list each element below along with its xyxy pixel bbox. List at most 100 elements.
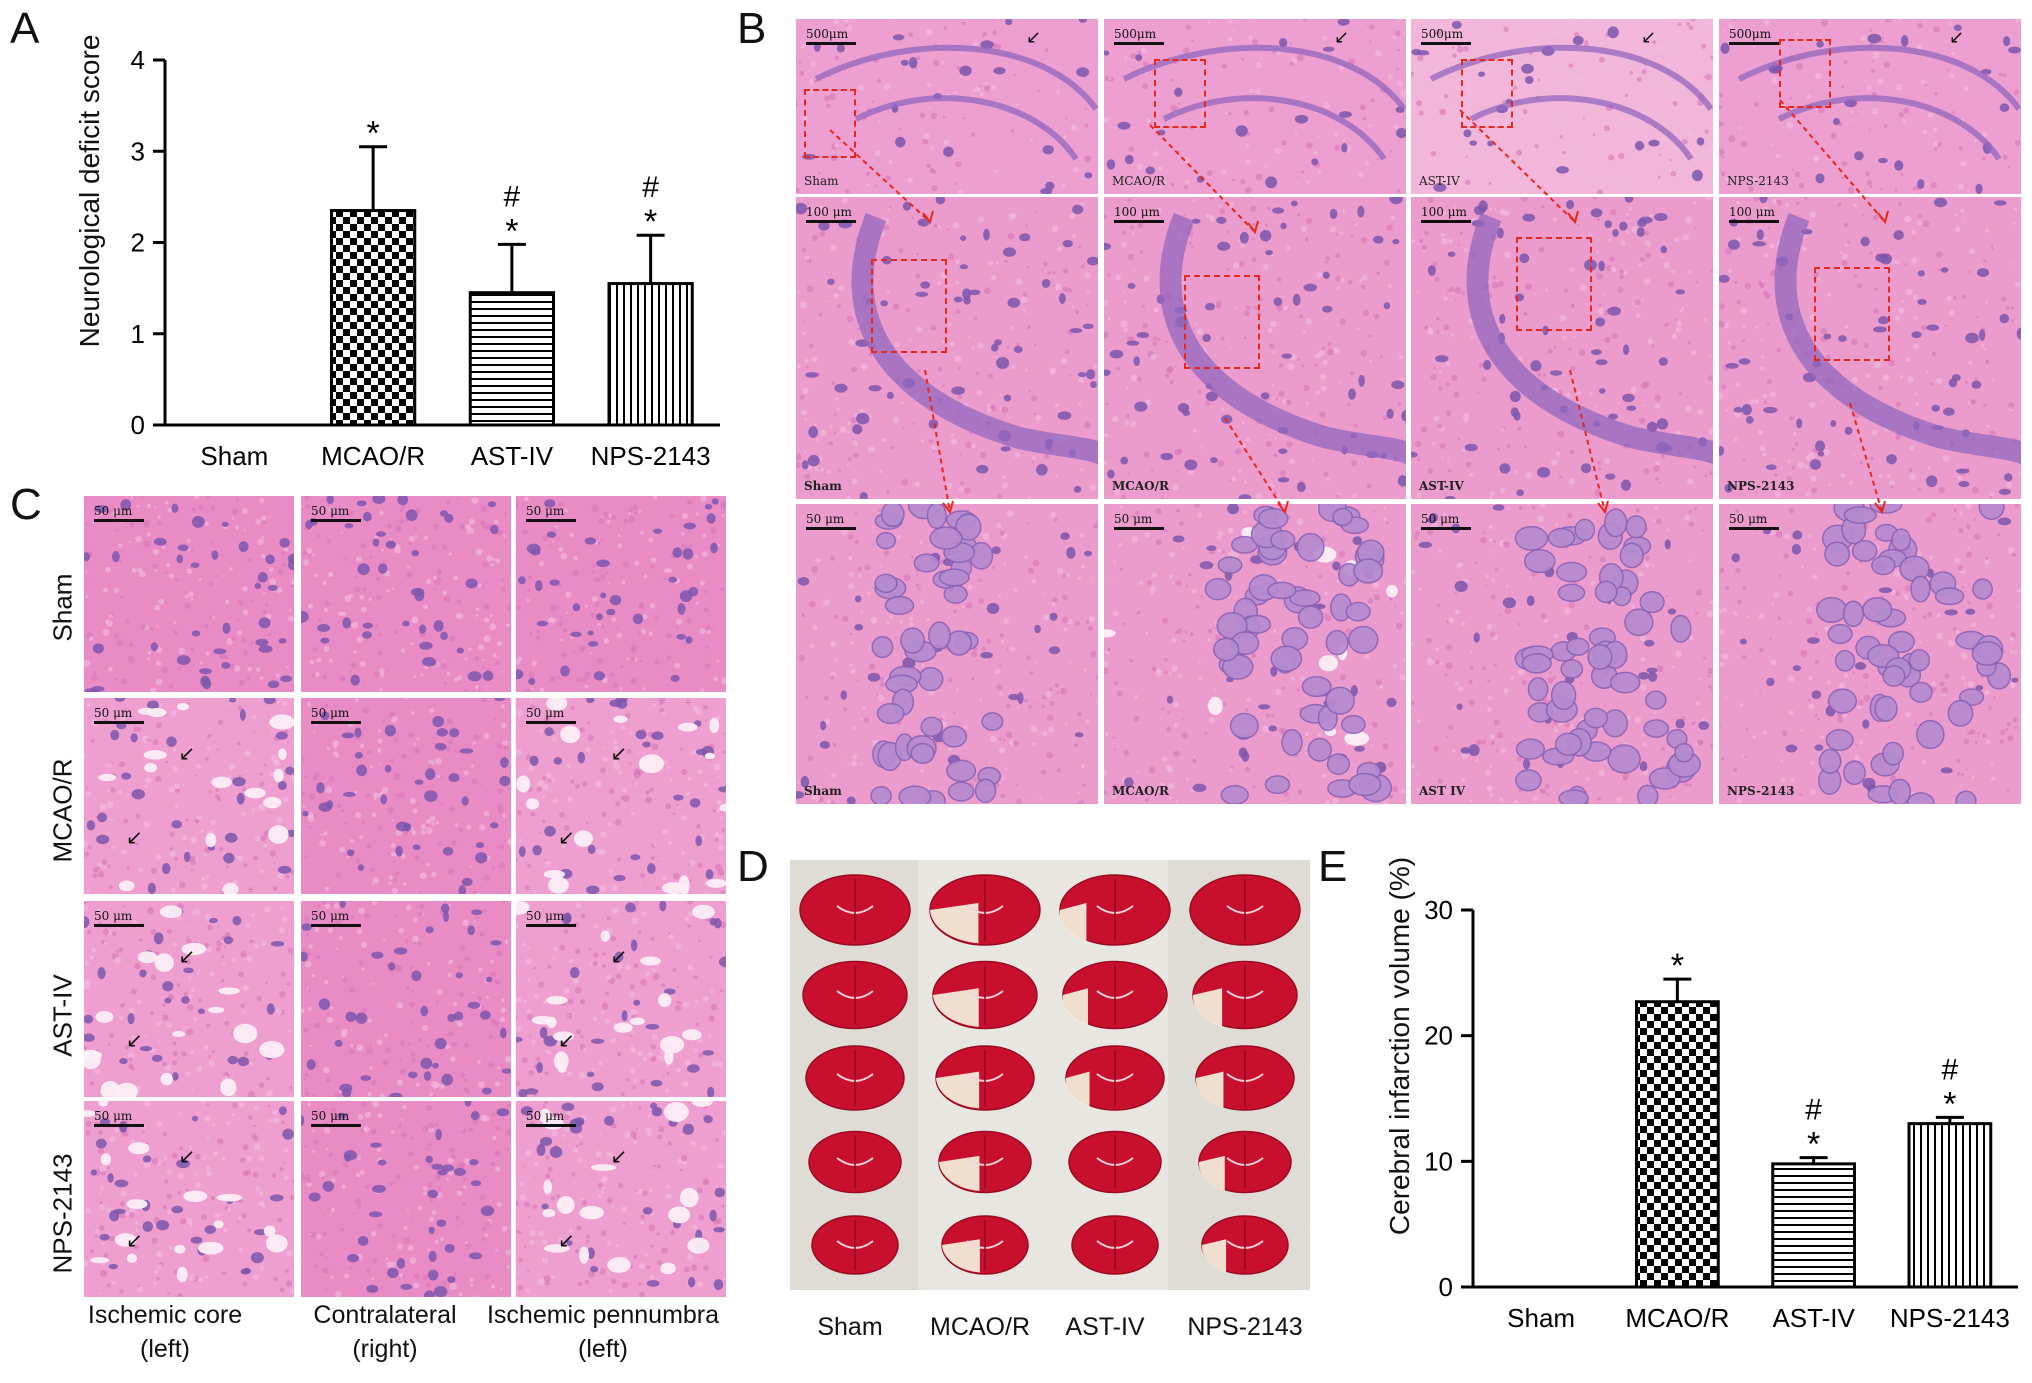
brain-slice-c4-r2 <box>1192 960 1298 1030</box>
panel-c-tile-r1-c2: 50 μm <box>300 495 512 693</box>
brain-slice-c2-r2 <box>932 960 1038 1030</box>
scale-bar-line <box>94 924 144 927</box>
brain-slice-c3-r4 <box>1068 1130 1162 1194</box>
scale-bar-line <box>311 519 361 522</box>
scale-bar-label: 50 μm <box>526 909 565 923</box>
panel-c-tile-r1-c3: 50 μm <box>515 495 727 693</box>
brain-slice-c4-r1 <box>1189 874 1301 946</box>
panel-b-tile-r2-c3: 100 μm AST-IV <box>1410 196 1714 500</box>
x-tick-label: MCAO/R <box>321 441 425 471</box>
zoom-region-box <box>1814 267 1890 361</box>
scale-bar-label: 500μm <box>1114 27 1157 41</box>
significance-hash: # <box>642 171 659 204</box>
significance-star: * <box>644 203 657 241</box>
scale-bar-line <box>1729 220 1779 223</box>
zoom-region-box <box>1184 275 1260 369</box>
panel-b-tile-r3-c4: 50 μm NPS-2143 <box>1718 503 2022 805</box>
pointer-arrow-icon: ↙ <box>126 1030 143 1053</box>
tile-group-label: Sham <box>804 479 842 493</box>
panel-c-col-label-contralateral: Contralateral (right) <box>313 1301 457 1363</box>
scale-bar: 50 μm <box>311 1109 361 1127</box>
scale-bar-label: 50 μm <box>1114 512 1153 526</box>
scale-bar: 50 μm <box>1421 512 1471 530</box>
panel-c-tile-r3-c3: 50 μm ↙ ↙ <box>515 900 727 1098</box>
scale-bar: 50 μm <box>1114 512 1164 530</box>
y-tick-label: 0 <box>1439 1272 1453 1302</box>
scale-bar-line <box>311 924 361 927</box>
brain-slice-c2-r1 <box>929 874 1041 946</box>
scale-bar-label: 100 μm <box>806 205 852 219</box>
scale-bar: 100 μm <box>806 205 856 223</box>
pointer-arrow-icon: ↙ <box>558 1030 575 1053</box>
tile-group-label: NPS-2143 <box>1727 479 1795 493</box>
scale-bar: 100 μm <box>1729 205 1779 223</box>
brain-slice-c4-r5 <box>1201 1215 1289 1275</box>
tile-group-label: NPS-2143 <box>1727 174 1789 188</box>
panel-b-tile-r2-c2: 100 μm MCAO/R <box>1103 196 1407 500</box>
panel-b-tile-r1-c3: 500μm AST-IV ↙ <box>1410 18 1714 195</box>
zoom-region-box <box>1461 59 1513 128</box>
brain-slice-c4-r3 <box>1195 1045 1295 1111</box>
panel-letter-b: B <box>737 4 767 53</box>
panel-d-col-label-nps2143: NPS-2143 <box>1187 1313 1303 1341</box>
scale-bar-line <box>526 924 576 927</box>
scale-bar-label: 50 μm <box>526 504 565 518</box>
scale-bar-label: 50 μm <box>311 706 350 720</box>
significance-star: * <box>505 212 518 250</box>
significance-hash: # <box>1805 1094 1822 1127</box>
pointer-arrow-icon: ↙ <box>1641 27 1657 47</box>
panel-c-row-label-nps2143: NPS-2143 <box>47 1153 78 1274</box>
panel-d-ttc-photo <box>790 860 1310 1290</box>
scale-bar: 50 μm <box>526 909 576 927</box>
y-tick-label: 30 <box>1424 895 1453 925</box>
panel-b-tile-r3-c3: 50 μm AST IV <box>1410 503 1714 805</box>
bar-AST-IV <box>468 291 555 427</box>
pointer-arrow-icon: ↙ <box>1334 27 1350 47</box>
scale-bar: 500μm <box>1729 27 1779 45</box>
scale-bar-line <box>1729 527 1779 530</box>
brain-slice-c4-r4 <box>1198 1130 1292 1194</box>
y-tick-label: 10 <box>1424 1146 1453 1176</box>
brain-slice-c1-r3 <box>805 1045 905 1111</box>
scale-bar-label: 50 μm <box>94 706 133 720</box>
scale-bar: 50 μm <box>526 706 576 724</box>
significance-star: * <box>1671 947 1684 985</box>
x-tick-label: NPS-2143 <box>1890 1303 2010 1333</box>
scale-bar: 50 μm <box>311 909 361 927</box>
scale-bar: 50 μm <box>526 1109 576 1127</box>
brain-slice-c3-r5 <box>1071 1215 1159 1275</box>
scale-bar-label: 50 μm <box>1421 512 1460 526</box>
scale-bar-line <box>1114 42 1164 45</box>
y-tick-label: 1 <box>131 319 145 349</box>
scale-bar-label: 50 μm <box>526 706 565 720</box>
panel-letter-e: E <box>1318 842 1348 891</box>
scale-bar-label: 500μm <box>1729 27 1772 41</box>
bar-NPS-2143 <box>1907 1122 1993 1289</box>
significance-hash: # <box>1942 1053 1959 1086</box>
panel-b-tile-r2-c4: 100 μm NPS-2143 <box>1718 196 2022 500</box>
zoom-region-box <box>804 89 856 158</box>
panel-c-tile-r2-c2: 50 μm <box>300 697 512 895</box>
scale-bar: 50 μm <box>806 512 856 530</box>
brain-slice-c2-r3 <box>935 1045 1035 1111</box>
brain-slice-c3-r2 <box>1062 960 1168 1030</box>
panel-letter-c: C <box>10 480 42 529</box>
scale-bar: 50 μm <box>311 706 361 724</box>
scale-bar-line <box>1421 220 1471 223</box>
bar-MCAO/R <box>330 209 417 427</box>
scale-bar-line <box>311 1124 361 1127</box>
scale-bar: 500μm <box>1421 27 1471 45</box>
x-tick-label: AST-IV <box>1772 1303 1855 1333</box>
panel-letter-d: D <box>737 842 769 891</box>
pointer-arrow-icon: ↙ <box>1026 27 1042 47</box>
scale-bar-label: 100 μm <box>1421 205 1467 219</box>
x-tick-label: Sham <box>200 441 268 471</box>
panel-c-tile-r4-c1: 50 μm ↙ ↙ <box>83 1100 295 1298</box>
pointer-arrow-icon: ↙ <box>610 743 628 766</box>
panel-letter-a: A <box>10 4 40 53</box>
scale-bar-line <box>806 220 856 223</box>
panel-c-row-label-mcaor: MCAO/R <box>47 758 78 863</box>
panel-d-col-label-astiv: AST-IV <box>1065 1313 1145 1341</box>
panel-b-tile-r1-c2: 500μm MCAO/R ↙ <box>1103 18 1407 195</box>
